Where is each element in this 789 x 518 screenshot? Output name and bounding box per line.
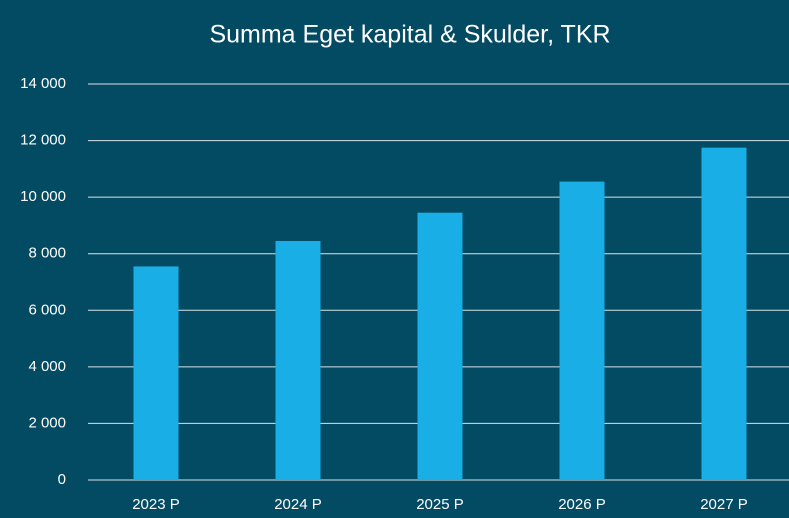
y-tick-label: 12 000 — [20, 132, 66, 149]
y-tick-label: 6 000 — [28, 301, 66, 318]
x-tick-label: 2027 P — [700, 496, 748, 513]
x-tick-label: 2024 P — [274, 496, 322, 513]
y-tick-label: 14 000 — [20, 75, 66, 92]
bar — [417, 212, 463, 480]
x-tick-label: 2023 P — [132, 496, 180, 513]
y-tick-label: 8 000 — [28, 245, 66, 262]
x-tick-label: 2026 P — [558, 496, 606, 513]
bar — [275, 240, 321, 480]
y-tick-label: 2 000 — [28, 414, 66, 431]
bar — [701, 147, 747, 480]
y-tick-label: 4 000 — [28, 358, 66, 375]
bar — [559, 181, 605, 481]
bar — [133, 266, 179, 480]
x-tick-label: 2025 P — [416, 496, 464, 513]
y-tick-label: 0 — [58, 471, 66, 488]
y-tick-label: 10 000 — [20, 188, 66, 205]
chart-title: Summa Eget kapital & Skulder, TKR — [209, 21, 610, 49]
